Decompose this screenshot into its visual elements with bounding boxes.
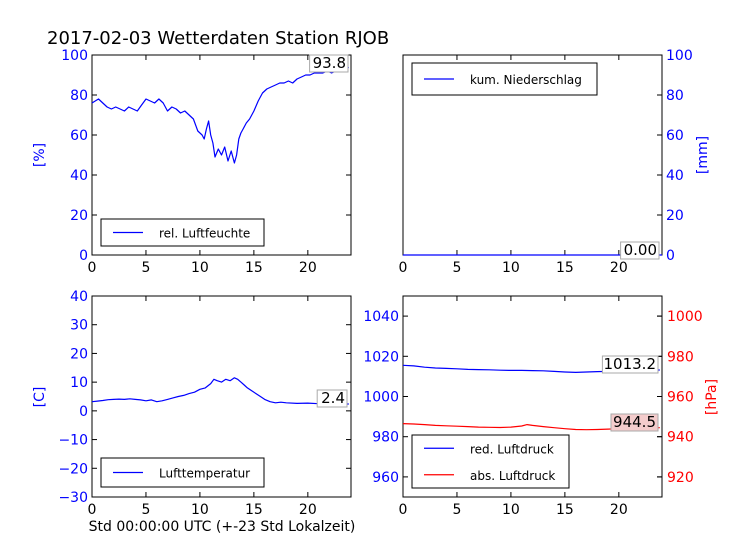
x-tick-label: 20 bbox=[610, 260, 628, 276]
figure-title: 2017-02-03 Wetterdaten Station RJOB bbox=[47, 28, 389, 49]
current-value-box bbox=[309, 54, 349, 73]
x-tick-label: 5 bbox=[141, 502, 150, 518]
y2-tick-label: 920 bbox=[667, 470, 694, 486]
series-line bbox=[91, 377, 349, 405]
current-value-box bbox=[610, 413, 659, 432]
x-tick-label: 15 bbox=[556, 260, 574, 276]
current-value: 1013.2 bbox=[604, 355, 657, 373]
y2-axis-label: [hPa] bbox=[704, 379, 720, 415]
x-tick-label: 10 bbox=[502, 260, 520, 276]
y2-tick-label: 940 bbox=[667, 430, 694, 446]
y-tick-label: 30 bbox=[70, 318, 88, 334]
y-tick-label: 60 bbox=[70, 128, 88, 144]
y-tick-label: 1020 bbox=[363, 349, 399, 365]
current-value: 93.8 bbox=[313, 54, 346, 72]
legend-label: Lufttemperatur bbox=[159, 467, 250, 481]
x-tick-label: 15 bbox=[556, 502, 574, 518]
x-tick-label: 0 bbox=[88, 260, 97, 276]
x-tick-label: 10 bbox=[191, 260, 209, 276]
y-axis-label: [mm] bbox=[695, 136, 711, 174]
y-tick-label: 40 bbox=[70, 289, 88, 305]
legend-label: red. Luftdruck bbox=[470, 442, 554, 456]
legend-label: kum. Niederschlag bbox=[470, 73, 582, 87]
temperature-panel: 0 5 10 15 20 −30 −20 −10 0 10 20 30 40 [C] 2.4 Lufttemp… bbox=[32, 289, 352, 518]
current-value-box bbox=[601, 355, 659, 374]
current-value: 2.4 bbox=[321, 389, 345, 407]
y-tick-label: −10 bbox=[58, 433, 88, 449]
y-tick-label: 10 bbox=[70, 375, 88, 391]
y-tick-label: 0 bbox=[79, 404, 88, 420]
pressure-panel: 0 5 10 15 20 960 980 1000 1020 1040 920 940 960 980 10… bbox=[363, 295, 720, 518]
humidity-panel: 0 5 10 15 20 0 20 40 60 80 100 [%] 93.8 rel. Luftfeuc… bbox=[32, 48, 352, 276]
y2-tick-label: 1000 bbox=[667, 309, 703, 325]
y-tick-label: 40 bbox=[70, 168, 88, 184]
y-tick-label: 0 bbox=[79, 248, 88, 264]
y-tick-label: 40 bbox=[666, 168, 684, 184]
legend-label: rel. Luftfeuchte bbox=[159, 227, 250, 241]
x-tick-label: 20 bbox=[299, 502, 317, 518]
x-tick-label: 0 bbox=[88, 502, 97, 518]
y-tick-label: 980 bbox=[372, 430, 399, 446]
y-tick-label: 1040 bbox=[363, 309, 399, 325]
y-axis-label: [C] bbox=[32, 387, 48, 408]
x-tick-label: 15 bbox=[245, 260, 263, 276]
y-tick-label: 100 bbox=[61, 48, 88, 64]
legend-box bbox=[411, 434, 570, 489]
x-tick-label: 5 bbox=[452, 260, 461, 276]
y2-tick-label: 980 bbox=[667, 349, 694, 365]
x-tick-label: 15 bbox=[245, 502, 263, 518]
y2-tick-label: 960 bbox=[667, 390, 694, 406]
current-value: 0.00 bbox=[624, 241, 657, 259]
y-tick-label: 1000 bbox=[363, 390, 399, 406]
x-tick-label: 0 bbox=[399, 502, 408, 518]
y-axis-label: [%] bbox=[32, 143, 48, 167]
y-tick-label: 20 bbox=[70, 208, 88, 224]
legend-label: abs. Luftdruck bbox=[470, 469, 555, 483]
y-tick-label: −30 bbox=[58, 490, 88, 506]
precipitation-panel: 0 5 10 15 20 0 20 40 60 80 100 [mm] 0.00 kum. Nieders… bbox=[399, 48, 711, 276]
x-tick-label: 10 bbox=[191, 502, 209, 518]
x-tick-label: 10 bbox=[502, 502, 520, 518]
series-line bbox=[91, 66, 350, 164]
x-tick-label: 20 bbox=[610, 502, 628, 518]
y-tick-label: 60 bbox=[666, 128, 684, 144]
x-tick-label: 5 bbox=[141, 260, 150, 276]
current-value-box bbox=[620, 241, 660, 260]
y-tick-label: 20 bbox=[70, 346, 88, 362]
y-tick-label: 960 bbox=[372, 470, 399, 486]
y-tick-label: 20 bbox=[666, 208, 684, 224]
x-axis-caption: Std 00:00:00 UTC (+-23 Std Lokalzeit) bbox=[89, 519, 356, 535]
y-tick-label: 80 bbox=[666, 88, 684, 104]
current-value-box bbox=[316, 389, 348, 408]
x-tick-label: 20 bbox=[299, 260, 317, 276]
y-tick-label: 0 bbox=[666, 248, 675, 264]
y-tick-label: −20 bbox=[58, 461, 88, 477]
x-tick-label: 5 bbox=[452, 502, 461, 518]
y-tick-label: 100 bbox=[666, 48, 693, 64]
y-tick-label: 80 bbox=[70, 88, 88, 104]
x-tick-label: 0 bbox=[399, 260, 408, 276]
current-value: 944.5 bbox=[613, 413, 656, 431]
